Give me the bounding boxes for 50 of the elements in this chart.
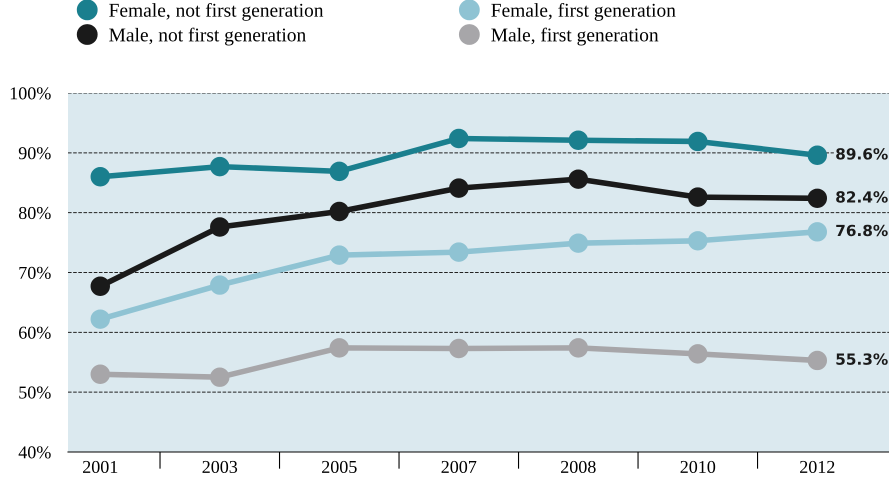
x-tick-label: 2012 xyxy=(800,460,834,474)
point xyxy=(688,231,708,251)
point xyxy=(808,146,828,165)
point xyxy=(449,128,469,148)
x-tick-label: 2007 xyxy=(442,460,476,474)
point xyxy=(568,130,588,150)
x-tick-label: 2001 xyxy=(83,460,118,474)
point xyxy=(210,367,230,387)
y-tick-label: 40% xyxy=(18,446,51,458)
point xyxy=(90,309,110,329)
data-label: 55.3% xyxy=(836,353,888,365)
point xyxy=(90,167,110,186)
legend-label: Female, not first generation xyxy=(109,2,324,21)
point xyxy=(330,162,349,182)
y-tick-label: 50% xyxy=(19,386,51,399)
point xyxy=(210,217,230,237)
point xyxy=(449,178,469,198)
legend-label: Male, not first generation xyxy=(109,28,306,46)
legend-label: Male, first generation xyxy=(491,28,658,46)
point xyxy=(688,344,708,364)
y-tick-label: 100% xyxy=(10,87,51,100)
x-tick-label: 2008 xyxy=(561,460,596,474)
point xyxy=(210,156,230,176)
legend-label: Female, first generation xyxy=(491,2,676,21)
point xyxy=(449,242,469,262)
point xyxy=(688,187,708,207)
y-tick-label: 60% xyxy=(19,326,51,339)
point xyxy=(568,338,588,358)
y-tick-label: 70% xyxy=(19,266,51,279)
point xyxy=(449,338,469,358)
point xyxy=(688,132,708,152)
point xyxy=(330,338,349,358)
y-tick-label: 90% xyxy=(18,147,51,160)
point xyxy=(90,364,110,384)
point xyxy=(568,233,588,253)
point xyxy=(568,169,588,189)
data-label: 76.8% xyxy=(836,224,888,236)
data-label: 82.4% xyxy=(836,191,888,203)
data-label: 89.6% xyxy=(836,148,888,160)
point xyxy=(808,188,828,208)
point xyxy=(210,275,230,295)
x-tick-label: 2010 xyxy=(680,460,716,474)
x-tick-label: 2005 xyxy=(322,460,357,474)
point xyxy=(330,245,349,265)
y-tick-label: 80% xyxy=(18,206,51,220)
point xyxy=(808,222,828,242)
point xyxy=(330,202,349,222)
point xyxy=(90,276,110,296)
point xyxy=(808,350,828,370)
x-tick-label: 2003 xyxy=(202,460,238,474)
